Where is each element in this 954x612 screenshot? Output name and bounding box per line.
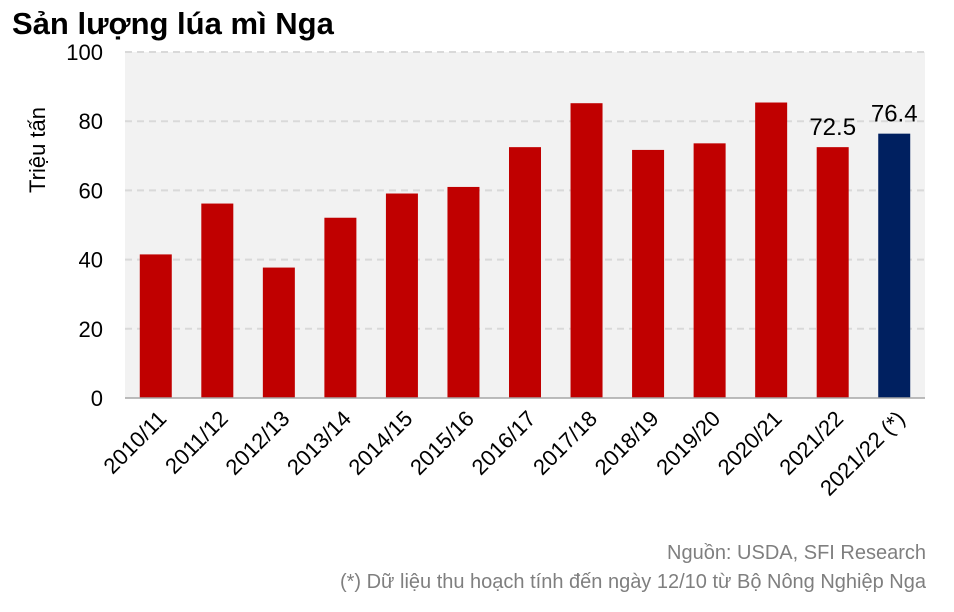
- x-tick-label: 2020/21: [713, 406, 787, 480]
- bar: [755, 102, 788, 399]
- y-tick-labels: 0 20 40 60 80 100: [66, 40, 103, 411]
- footnote: (*) Dữ liệu thu hoạch tính đến ngày 12/1…: [339, 571, 926, 593]
- chart-title: Sản lượng lúa mì Nga: [12, 6, 334, 41]
- x-tick-label: 2011/12: [160, 406, 233, 479]
- bar: [570, 103, 603, 398]
- bar: [447, 186, 480, 398]
- data-label: 72.5: [809, 114, 856, 141]
- data-label: 76.4: [871, 101, 918, 128]
- x-tick-label: 2013/14: [282, 406, 356, 480]
- x-tick-labels: 2010/112011/122012/132013/142014/152015/…: [99, 406, 910, 501]
- x-tick-label: 2015/16: [405, 406, 479, 480]
- x-tick-label: 2016/17: [467, 406, 541, 480]
- y-tick-label: 40: [79, 248, 103, 273]
- y-tick-label: 0: [91, 386, 103, 411]
- bar: [509, 147, 541, 398]
- x-tick-label: 2019/20: [651, 406, 725, 480]
- x-tick-label: 2014/15: [344, 406, 418, 480]
- bar: [816, 147, 849, 398]
- source-note: Nguồn: USDA, SFI Research: [667, 542, 926, 564]
- x-tick-label: 2012/13: [220, 406, 294, 480]
- bar: [385, 193, 418, 398]
- y-tick-label: 100: [66, 40, 103, 65]
- data-labels: 72.5 76.4: [809, 101, 917, 141]
- y-axis-label: Triệu tấn: [25, 107, 50, 193]
- y-tick-label: 80: [79, 109, 103, 134]
- bar: [324, 217, 357, 398]
- bar: [632, 149, 665, 398]
- bar: [139, 254, 172, 398]
- x-tick-label: 2010/11: [99, 406, 172, 479]
- x-tick-label: 2017/18: [528, 406, 602, 480]
- bar: [262, 267, 295, 398]
- y-tick-label: 60: [79, 178, 103, 203]
- y-tick-label: 20: [79, 317, 103, 342]
- x-tick-label: 2018/19: [590, 406, 664, 480]
- bar: [878, 133, 911, 398]
- bar-chart: 0 20 40 60 80 100 2010/112011/122012/132013/1…: [25, 40, 925, 501]
- bar: [201, 203, 234, 398]
- bar: [693, 143, 726, 398]
- bars: [139, 102, 911, 399]
